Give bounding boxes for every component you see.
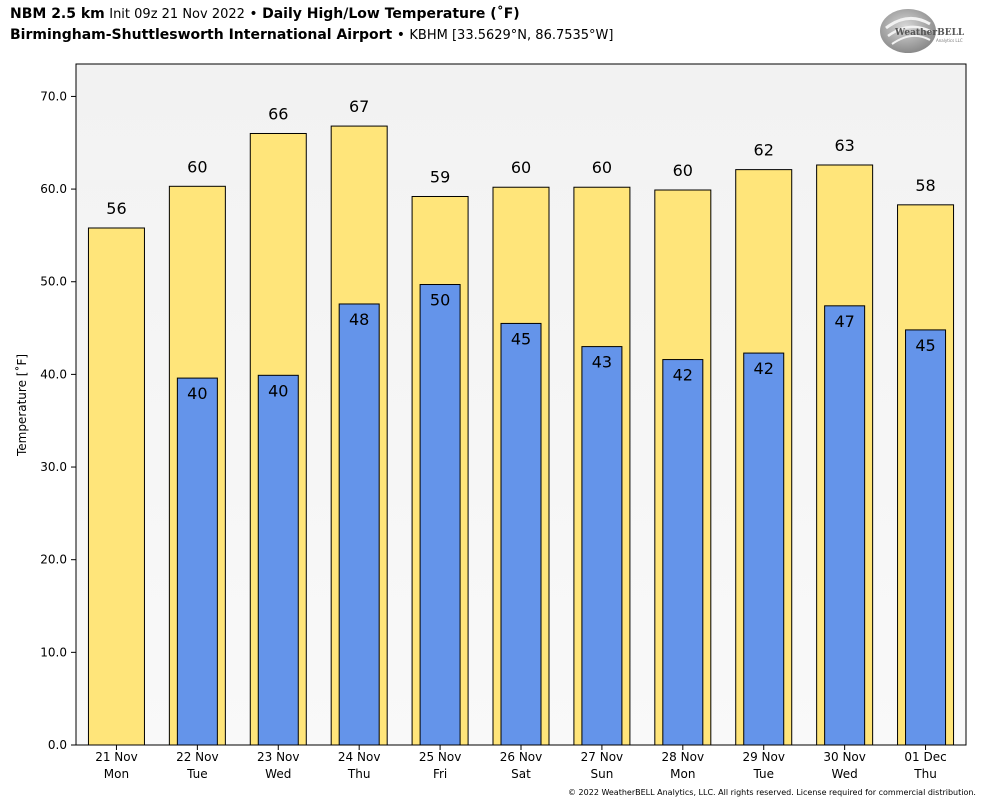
x-tick-date: 30 Nov xyxy=(823,750,866,764)
low-bar xyxy=(824,305,866,746)
low-value-label: 40 xyxy=(268,381,288,400)
high-value-label: 60 xyxy=(592,158,612,177)
low-bar xyxy=(257,374,299,746)
low-value-label: 45 xyxy=(511,329,531,348)
high-value-label: 66 xyxy=(268,104,288,123)
high-value-label: 63 xyxy=(834,136,854,155)
high-value-label: 59 xyxy=(430,167,450,186)
weatherbell-logo: WeatherBELL Analytics LLC xyxy=(880,9,965,53)
x-tick-date: 22 Nov xyxy=(176,750,219,764)
high-bar xyxy=(87,227,145,746)
y-tick-label: 30.0 xyxy=(40,460,67,474)
x-tick-day: Mon xyxy=(670,767,695,781)
logo-text: WeatherBELL xyxy=(894,28,965,38)
x-tick-date: 01 Dec xyxy=(904,750,946,764)
high-value-label: 60 xyxy=(673,161,693,180)
low-value-label: 48 xyxy=(349,310,369,329)
separator: • xyxy=(249,6,258,22)
y-axis-label: Temperature [˚F] xyxy=(14,354,29,457)
separator: • xyxy=(396,27,405,43)
low-value-label: 50 xyxy=(430,291,450,310)
low-value-label: 45 xyxy=(915,336,935,355)
x-tick-day: Thu xyxy=(913,767,937,781)
chart-title-line2: Birmingham-Shuttlesworth International A… xyxy=(10,27,613,43)
x-tick-date: 26 Nov xyxy=(500,750,543,764)
low-value-label: 42 xyxy=(754,359,774,378)
x-tick-date: 24 Nov xyxy=(338,750,381,764)
low-value-label: 43 xyxy=(592,353,612,372)
x-tick-date: 27 Nov xyxy=(581,750,624,764)
y-tick-label: 70.0 xyxy=(40,89,67,103)
x-tick-day: Fri xyxy=(433,767,447,781)
y-tick-label: 10.0 xyxy=(40,645,67,659)
low-value-label: 42 xyxy=(673,366,693,385)
low-bar xyxy=(176,377,218,746)
station-name: Birmingham-Shuttlesworth International A… xyxy=(10,27,393,43)
low-bar xyxy=(338,303,380,746)
low-bar xyxy=(500,322,542,746)
x-tick-date: 29 Nov xyxy=(742,750,785,764)
low-bar xyxy=(905,329,947,746)
x-tick-date: 28 Nov xyxy=(662,750,705,764)
init-time: Init 09z 21 Nov 2022 xyxy=(109,7,245,22)
low-bar xyxy=(662,359,704,746)
high-value-label: 62 xyxy=(754,141,774,160)
x-tick-date: 23 Nov xyxy=(257,750,300,764)
high-value-label: 67 xyxy=(349,97,369,116)
y-tick-label: 0.0 xyxy=(48,738,67,752)
x-tick-day: Wed xyxy=(832,767,858,781)
y-axis: 0.0 10.0 20.0 30.0 40.0 50.0 60.0 70.0 xyxy=(40,89,76,752)
chart-title-line1: NBM 2.5 km Init 09z 21 Nov 2022 • Daily … xyxy=(10,6,520,22)
high-value-label: 60 xyxy=(511,158,531,177)
low-value-label: 40 xyxy=(187,384,207,403)
low-series xyxy=(176,284,947,746)
x-tick-day: Sun xyxy=(590,767,613,781)
x-tick-date: 25 Nov xyxy=(419,750,462,764)
x-tick-day: Tue xyxy=(186,767,208,781)
y-tick-label: 40.0 xyxy=(40,367,67,381)
x-tick-day: Tue xyxy=(752,767,774,781)
low-value-label: 47 xyxy=(834,312,854,331)
station-info: KBHM [33.5629°N, 86.7535°W] xyxy=(409,28,614,43)
x-tick-date: 21 Nov xyxy=(95,750,138,764)
y-tick-label: 60.0 xyxy=(40,182,67,196)
high-value-label: 58 xyxy=(915,176,935,195)
y-tick-label: 50.0 xyxy=(40,275,67,289)
x-axis: 21 Nov Mon 22 Nov Tue 23 Nov Wed 24 Nov Thu 25 N… xyxy=(95,745,947,781)
chart-title: Daily High/Low Temperature (˚F) xyxy=(262,6,520,22)
low-bar xyxy=(743,352,785,746)
copyright-notice: © 2022 WeatherBELL Analytics, LLC. All r… xyxy=(568,788,976,797)
data-labels: 56 60 66 67 59 60 60 60 62 63 58 40 40 48 50 45 43 42 42 47… xyxy=(106,97,935,403)
x-tick-day: Wed xyxy=(265,767,291,781)
high-value-label: 56 xyxy=(106,199,126,218)
x-tick-day: Mon xyxy=(104,767,129,781)
low-bar xyxy=(581,346,623,746)
x-tick-day: Sat xyxy=(511,767,531,781)
model-name: NBM 2.5 km xyxy=(10,6,105,22)
x-tick-day: Thu xyxy=(347,767,371,781)
high-value-label: 60 xyxy=(187,157,207,176)
y-tick-label: 20.0 xyxy=(40,553,67,567)
logo-subtext: Analytics LLC xyxy=(936,38,963,43)
low-bar xyxy=(419,284,461,746)
